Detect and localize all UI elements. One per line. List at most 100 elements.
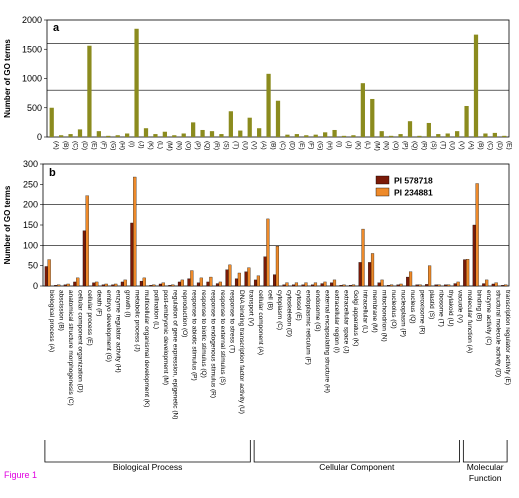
x-tick-label: (C)	[72, 141, 79, 150]
bar	[370, 98, 375, 137]
bar	[285, 134, 290, 137]
x-tick-label: response to endogenous stimulus (R)	[209, 290, 216, 398]
bar-series-2	[485, 279, 489, 287]
panel-label-a: a	[53, 22, 60, 34]
bar-series-2	[399, 283, 403, 287]
bar-series-1	[73, 281, 77, 287]
bar-series-2	[294, 282, 299, 287]
x-tick-label: vacuole (V)	[457, 290, 464, 323]
bar	[473, 34, 479, 137]
bar	[200, 129, 205, 137]
bar	[87, 45, 92, 137]
bar	[360, 83, 365, 137]
bar-series-1	[149, 285, 153, 287]
y-tick-label: 0	[37, 132, 42, 142]
y-tick-label: 200	[23, 200, 38, 210]
bar-series-2	[237, 272, 241, 287]
bar	[275, 100, 281, 137]
bar-series-2	[247, 267, 251, 287]
bar	[96, 131, 101, 137]
bar-series-1	[244, 271, 248, 287]
bar-series-2	[361, 228, 365, 287]
bar-series-1	[339, 285, 343, 287]
bar-series-1	[225, 269, 229, 287]
x-tick-label: metabolic process (J)	[133, 290, 140, 352]
x-tick-label: cell (B)	[266, 290, 273, 310]
bar	[49, 107, 54, 137]
bar	[464, 105, 469, 137]
bar-series-1	[120, 281, 124, 287]
x-tick-label: Golgi apparatus (K)	[352, 290, 359, 346]
x-tick-label: (U)	[449, 141, 456, 150]
bar-series-2	[76, 277, 80, 287]
bar-series-1	[406, 276, 410, 287]
bar-series-2	[389, 284, 394, 287]
y-axis-label-b: Number of GO terms	[3, 185, 12, 264]
bar-series-1	[349, 285, 353, 287]
bar-series-2	[475, 183, 479, 287]
bar-series-1	[311, 284, 315, 287]
bar	[351, 135, 356, 137]
bar-series-1	[453, 283, 457, 287]
group-bracket	[44, 440, 251, 463]
bar-series-1	[111, 284, 115, 287]
x-tick-label: (C)	[486, 141, 493, 150]
bar-series-1	[101, 284, 105, 287]
legend-label: PI 578718	[394, 176, 433, 186]
x-tick-label: thylakoid (U)	[447, 290, 454, 326]
x-tick-label: cellular process (E)	[86, 290, 93, 346]
bar-series-2	[66, 283, 70, 287]
x-tick-label: (L)	[364, 141, 371, 149]
x-tick-label: (V)	[458, 141, 465, 150]
y-tick-label: 50	[28, 261, 38, 271]
bar-series-1	[92, 282, 96, 287]
x-tick-label: (F)	[100, 141, 107, 149]
panel-b: 0 50 100 150 200 250 300 b Number of GO terms bio…	[3, 159, 511, 483]
bar-series-1	[187, 278, 191, 287]
x-tick-label: enzyme activity (C)	[485, 290, 492, 345]
bar-series-1	[272, 274, 277, 287]
x-tick-label: (T)	[439, 141, 446, 149]
x-tick-label: death (F)	[95, 290, 102, 316]
bar-series-1	[463, 259, 467, 287]
bar-series-2	[266, 218, 270, 287]
bar-series-1	[415, 284, 419, 287]
x-tick-label: (A)	[53, 141, 60, 150]
bar-series-1	[234, 278, 239, 287]
bar	[313, 134, 318, 137]
x-tick-label: (L)	[156, 141, 163, 149]
bar-series-1	[482, 283, 486, 287]
group-label: Molecular	[467, 462, 504, 472]
bar-series-2	[57, 284, 61, 287]
bar-series-2	[152, 284, 156, 287]
bar-series-2	[351, 284, 356, 287]
legend-label: PI 234881	[394, 188, 433, 198]
bar-series-1	[377, 282, 381, 287]
x-tick-label: biological process (A)	[48, 290, 55, 352]
bar-series-2	[437, 284, 441, 287]
bar-series-1	[196, 282, 201, 287]
x-tick-label: binding (B)	[476, 290, 483, 321]
x-tick-label: (C)	[279, 141, 286, 150]
bar-series-1	[139, 280, 144, 287]
x-tick-label: enzyme regulator activity (H)	[114, 290, 121, 373]
bar	[59, 135, 64, 137]
bar	[445, 133, 450, 137]
bar-series-2	[209, 276, 213, 287]
bar-series-1	[130, 222, 134, 287]
bar-series-2	[256, 275, 260, 287]
x-tick-label: endoplasmic reticulum (F)	[305, 290, 312, 365]
bar-series-1	[44, 266, 48, 287]
x-tick-label: (N)	[383, 141, 390, 150]
x-tick-label: external encapsulating structure (H)	[324, 290, 331, 393]
bar-series-2	[428, 265, 432, 287]
x-tick-label: (J)	[345, 141, 352, 149]
bar-series-2	[180, 279, 184, 287]
x-tick-label: (D)	[288, 141, 295, 150]
x-tick-label: (A)	[260, 141, 267, 150]
bar	[398, 134, 403, 137]
x-tick-label: (B)	[62, 141, 69, 150]
bar-series-2	[504, 284, 508, 287]
bar-series-1	[263, 256, 267, 287]
bar	[115, 135, 120, 137]
